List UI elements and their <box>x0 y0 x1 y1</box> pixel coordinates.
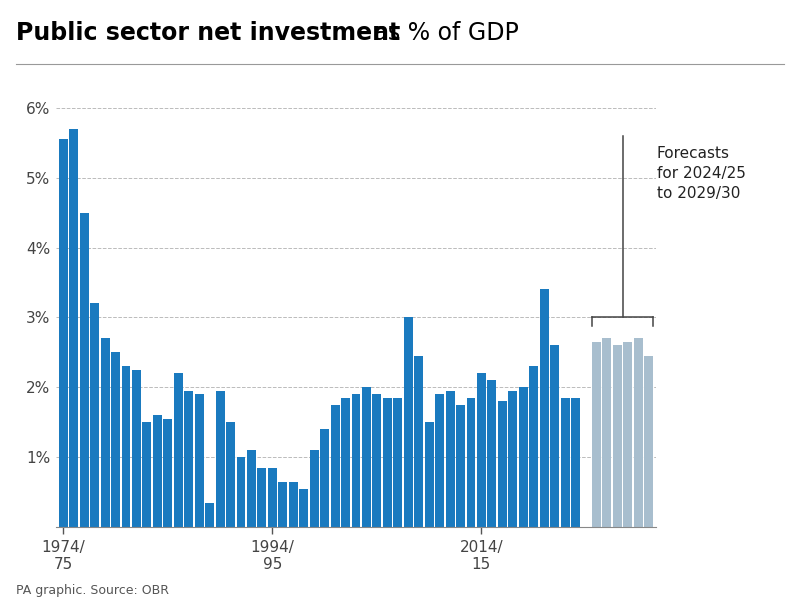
Bar <box>90 304 99 527</box>
Bar <box>373 395 382 527</box>
Bar <box>289 482 298 527</box>
Bar <box>571 398 580 527</box>
Bar <box>341 398 350 527</box>
Text: PA graphic. Source: OBR: PA graphic. Source: OBR <box>16 584 169 597</box>
Bar <box>122 367 130 527</box>
Bar <box>550 345 559 527</box>
Bar <box>561 398 570 527</box>
Text: Public sector net investment: Public sector net investment <box>16 21 400 45</box>
Bar <box>70 128 78 527</box>
Bar <box>530 367 538 527</box>
Bar <box>153 415 162 527</box>
Text: as % of GDP: as % of GDP <box>366 21 519 45</box>
Bar <box>477 373 486 527</box>
Bar <box>101 338 110 527</box>
Bar <box>206 503 214 527</box>
Bar <box>404 318 413 527</box>
Bar <box>446 391 454 527</box>
Bar <box>184 391 193 527</box>
Bar <box>226 422 235 527</box>
Bar <box>216 391 225 527</box>
Bar <box>268 468 277 527</box>
Bar <box>435 395 444 527</box>
Bar <box>466 398 475 527</box>
Bar <box>237 458 246 527</box>
Bar <box>132 370 141 527</box>
Bar <box>59 139 68 527</box>
Text: Forecasts
for 2024/25
to 2029/30: Forecasts for 2024/25 to 2029/30 <box>657 146 746 201</box>
Bar <box>613 345 622 527</box>
Bar <box>623 342 632 527</box>
Bar <box>498 401 506 527</box>
Bar <box>519 387 528 527</box>
Bar <box>163 419 172 527</box>
Bar <box>351 395 361 527</box>
Bar <box>634 338 642 527</box>
Bar <box>383 398 392 527</box>
Bar <box>330 405 339 527</box>
Bar <box>194 395 204 527</box>
Bar <box>310 450 318 527</box>
Bar <box>174 373 182 527</box>
Bar <box>111 353 120 527</box>
Bar <box>456 405 465 527</box>
Bar <box>394 398 402 527</box>
Bar <box>602 338 611 527</box>
Bar <box>278 482 287 527</box>
Bar <box>425 422 434 527</box>
Bar <box>414 356 423 527</box>
Bar <box>540 290 549 527</box>
Bar <box>508 391 518 527</box>
Bar <box>362 387 371 527</box>
Bar <box>80 213 89 527</box>
Bar <box>142 422 151 527</box>
Bar <box>592 342 601 527</box>
Bar <box>320 429 329 527</box>
Bar <box>644 356 653 527</box>
Bar <box>487 381 496 527</box>
Bar <box>299 489 308 527</box>
Bar <box>258 468 266 527</box>
Bar <box>247 450 256 527</box>
